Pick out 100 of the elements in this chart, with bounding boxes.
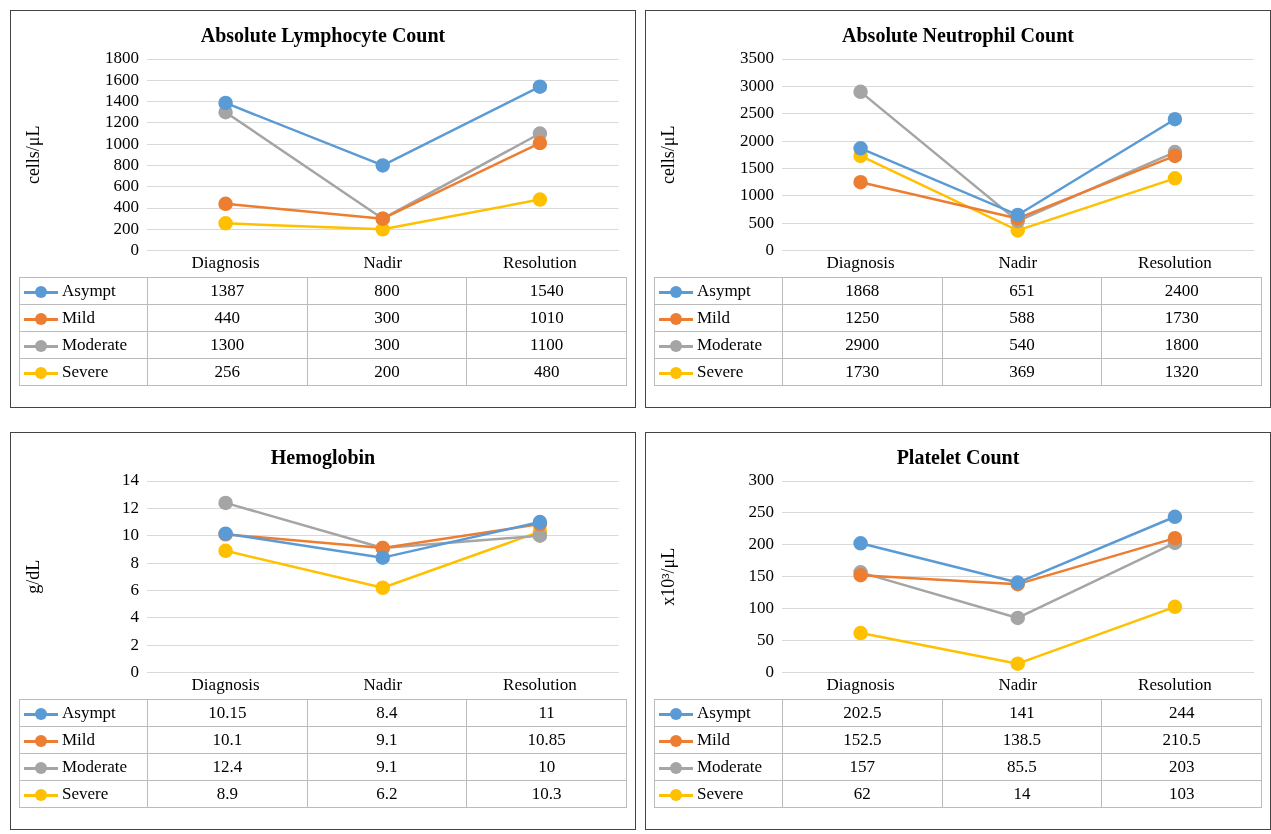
chart-title: Platelet Count: [896, 446, 1020, 469]
data-label: 12.4: [147, 753, 308, 781]
data-label: 651: [942, 277, 1102, 305]
data-label: 85.5: [942, 753, 1102, 781]
y-tick-label: 2: [130, 634, 139, 654]
data-label: 103: [1101, 780, 1262, 808]
y-tick-label: 1800: [105, 48, 139, 68]
data-label: 202.5: [782, 699, 943, 727]
y-tick-label: 1000: [105, 133, 139, 153]
y-tick-label: 500: [748, 212, 774, 232]
y-tick-label: 3000: [740, 75, 774, 95]
data-label: 800: [307, 277, 467, 305]
y-tick-label: 8: [130, 552, 139, 572]
data-label: 1387: [147, 277, 308, 305]
data-label: 1730: [782, 358, 943, 386]
data-label: 9.1: [307, 753, 467, 781]
legend-label: Moderate: [654, 331, 783, 359]
y-tick-label: 400: [113, 197, 139, 217]
data-label: 1010: [466, 304, 627, 332]
y-tick-label: 800: [113, 154, 139, 174]
legend-label: Moderate: [19, 331, 148, 359]
y-tick-label: 6: [130, 579, 139, 599]
data-label: 1730: [1101, 304, 1262, 332]
y-tick-label: 0: [130, 240, 139, 260]
y-tick-label: 300: [748, 470, 774, 490]
data-label: 152.5: [782, 726, 943, 754]
y-tick-label: 14: [122, 470, 140, 490]
data-label: 244: [1101, 699, 1262, 727]
y-axis-title: cells/μL: [657, 125, 678, 185]
x-tick-label: Resolution: [1138, 675, 1213, 695]
data-label: 10.1: [147, 726, 308, 754]
y-tick-label: 10: [122, 525, 139, 545]
y-tick-label: 50: [757, 630, 774, 650]
x-tick-label: Diagnosis: [191, 675, 260, 695]
data-label: 1540: [466, 277, 627, 305]
data-label: 480: [466, 358, 627, 386]
data-label: 141: [942, 699, 1102, 727]
data-label: 1868: [782, 277, 943, 305]
y-tick-label: 1500: [740, 157, 774, 177]
y-tick-label: 2500: [740, 103, 774, 123]
legend-label: Severe: [19, 358, 148, 386]
data-label: 369: [942, 358, 1102, 386]
legend-label: Moderate: [19, 753, 148, 781]
x-tick-label: Nadir: [363, 253, 403, 273]
y-tick-label: 0: [130, 662, 139, 682]
legend-label: Asympt: [19, 277, 148, 305]
legend-label: Mild: [19, 726, 148, 754]
y-tick-label: 4: [130, 607, 140, 627]
data-label: 2400: [1101, 277, 1262, 305]
y-tick-label: 250: [748, 502, 774, 522]
data-label: 1800: [1101, 331, 1262, 359]
data-label: 14: [942, 780, 1102, 808]
y-tick-label: 12: [122, 497, 139, 517]
data-label: 6.2: [307, 780, 467, 808]
chart-title: Absolute Lymphocyte Count: [200, 24, 446, 48]
x-tick-label: Nadir: [998, 675, 1038, 695]
legend-label: Severe: [19, 780, 148, 808]
data-label: 1320: [1101, 358, 1262, 386]
x-tick-label: Diagnosis: [826, 253, 895, 273]
legend-label: Asympt: [654, 277, 783, 305]
data-label: 9.1: [307, 726, 467, 754]
y-tick-label: 2000: [740, 130, 774, 150]
legend-label: Mild: [19, 304, 148, 332]
data-label: 540: [942, 331, 1102, 359]
data-label: 8.4: [307, 699, 467, 727]
y-tick-label: 1200: [105, 112, 139, 132]
data-label: 10.85: [466, 726, 627, 754]
x-tick-label: Resolution: [503, 675, 578, 695]
data-label: 2900: [782, 331, 943, 359]
data-label: 157: [782, 753, 943, 781]
legend-label: Asympt: [654, 699, 783, 727]
data-label: 1300: [147, 331, 308, 359]
data-label: 588: [942, 304, 1102, 332]
y-axis-title: cells/μL: [22, 125, 43, 185]
y-tick-label: 200: [748, 534, 774, 554]
y-tick-label: 1400: [105, 91, 139, 111]
data-label: 256: [147, 358, 308, 386]
data-label: 10.3: [466, 780, 627, 808]
data-label: 8.9: [147, 780, 308, 808]
y-tick-label: 1600: [105, 69, 139, 89]
y-tick-label: 0: [765, 240, 774, 260]
x-tick-label: Resolution: [1138, 253, 1213, 273]
data-label: 11: [466, 699, 627, 727]
y-tick-label: 0: [765, 662, 774, 682]
data-label: 1250: [782, 304, 943, 332]
data-label: 203: [1101, 753, 1262, 781]
y-tick-label: 1000: [740, 185, 774, 205]
x-tick-label: Nadir: [998, 253, 1038, 273]
data-label: 1100: [466, 331, 627, 359]
data-label: 138.5: [942, 726, 1102, 754]
chart-title: Hemoglobin: [270, 446, 376, 470]
data-label: 10: [466, 753, 627, 781]
y-tick-label: 100: [748, 598, 774, 618]
x-tick-label: Resolution: [503, 253, 578, 273]
legend-label: Severe: [654, 358, 783, 386]
y-axis-title: g/dL: [22, 559, 43, 594]
data-label: 440: [147, 304, 308, 332]
legend-label: Severe: [654, 780, 783, 808]
data-label: 300: [307, 331, 467, 359]
y-axis-title: x10³/μL: [657, 547, 678, 606]
